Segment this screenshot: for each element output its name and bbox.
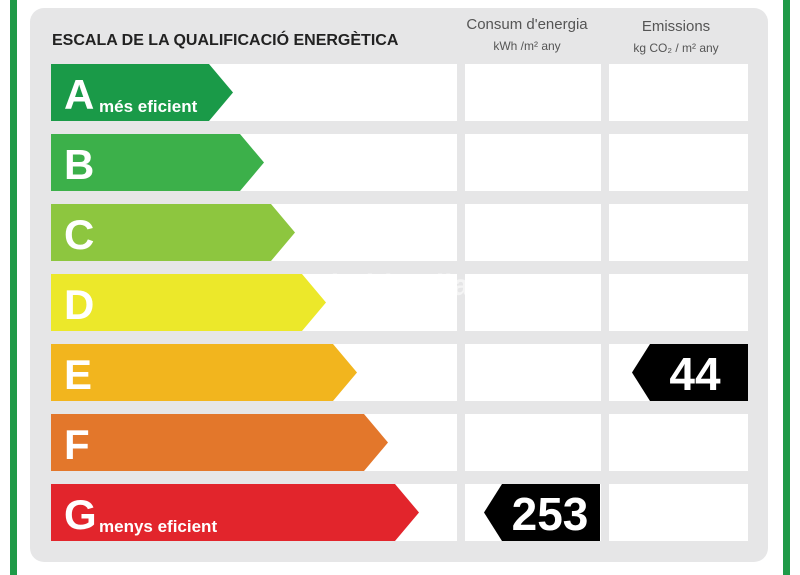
consumption-cell [465, 414, 601, 471]
class-arrow [51, 64, 233, 121]
class-label: menys eficient [99, 517, 217, 536]
consumption-indicator [484, 484, 600, 541]
class-arrow [51, 484, 419, 541]
class-arrow [51, 134, 264, 191]
consumption-cell [465, 274, 601, 331]
emissions-indicator [632, 344, 748, 401]
class-letter: F [64, 421, 90, 468]
class-arrow [51, 274, 326, 331]
title: ESCALA DE LA QUALIFICACIÓ ENERGÈTICA [52, 30, 399, 49]
consumption-cell [465, 204, 601, 261]
class-arrow [51, 414, 388, 471]
class-letter: A [64, 71, 94, 118]
border-left [10, 0, 17, 575]
class-letter: D [64, 281, 94, 328]
class-letter: G [64, 491, 97, 538]
class-letter: B [64, 141, 94, 188]
consumption-cell [465, 64, 601, 121]
column-unit: kWh /m² any [493, 39, 560, 53]
class-label: més eficient [99, 97, 198, 116]
emissions-value: 44 [669, 348, 721, 400]
emissions-cell [609, 274, 748, 331]
class-arrow [51, 204, 295, 261]
watermark: habitaclia [331, 269, 470, 302]
consumption-cell [465, 134, 601, 191]
column-unit: kg CO₂ / m² any [633, 41, 718, 55]
consumption-value: 253 [512, 488, 589, 540]
class-letter: C [64, 211, 94, 258]
class-arrow [51, 344, 357, 401]
emissions-cell [609, 484, 748, 541]
border-right [783, 0, 790, 575]
consumption-cell [465, 344, 601, 401]
emissions-cell [609, 64, 748, 121]
emissions-cell [609, 204, 748, 261]
column-title: Consum d'energia [466, 16, 588, 33]
column-title: Emissions [642, 18, 710, 35]
emissions-cell [609, 414, 748, 471]
emissions-cell [609, 134, 748, 191]
class-letter: E [64, 351, 92, 398]
